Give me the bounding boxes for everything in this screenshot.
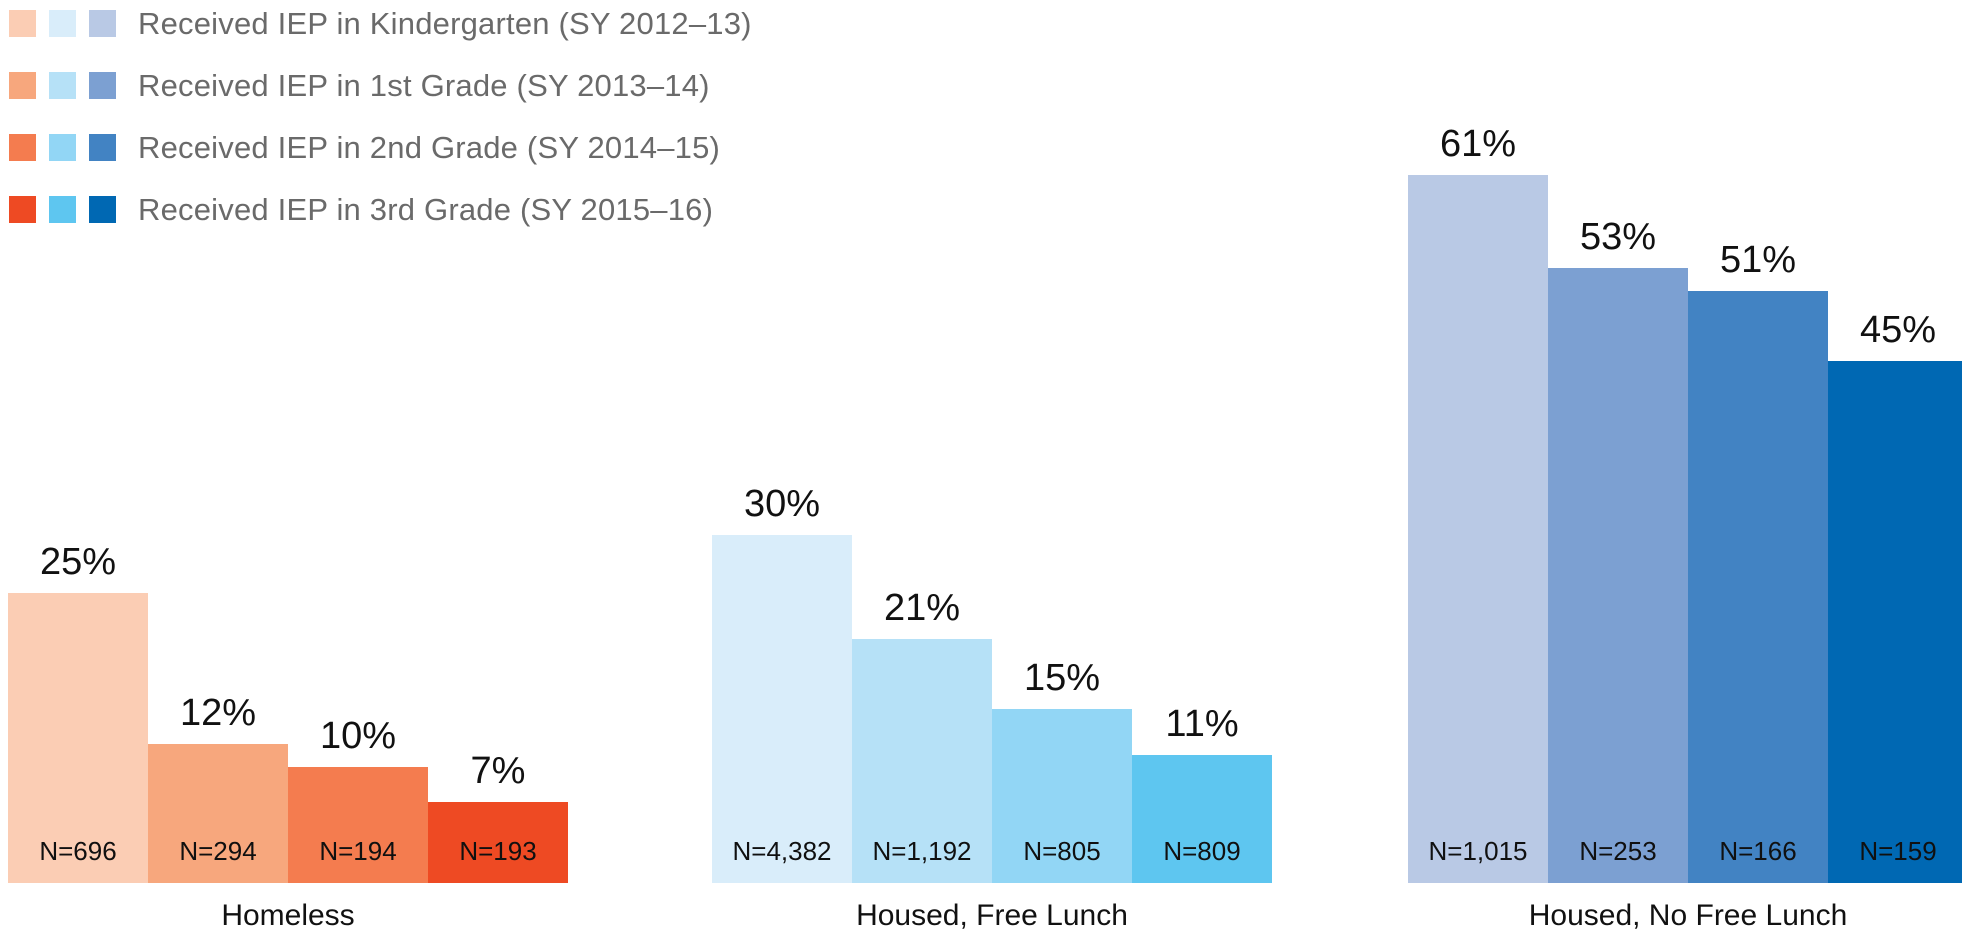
bar-n-label: N=1,192 xyxy=(872,836,972,866)
legend-swatch-icon xyxy=(89,10,116,37)
bar-value-label: 15% xyxy=(1023,657,1101,699)
bar-value-label: 25% xyxy=(39,541,117,583)
bar-n-label: N=193 xyxy=(459,836,537,866)
legend-swatch-icon xyxy=(9,134,36,161)
legend-swatch-icon xyxy=(89,134,116,161)
bar-value-label: 61% xyxy=(1439,123,1517,165)
bar-n-label: N=4,382 xyxy=(732,836,832,866)
bar-value-label: 45% xyxy=(1859,309,1937,351)
bar-value-label: 21% xyxy=(883,587,961,629)
legend-row: Received IEP in 1st Grade (SY 2013–14) xyxy=(9,68,752,103)
legend-row: Received IEP in 3rd Grade (SY 2015–16) xyxy=(9,192,752,227)
bar-group-bars: 30% N=4,382 21% N=1,192 15% N=805 11% N=809 xyxy=(712,25,1272,883)
bar: 10% N=194 xyxy=(288,715,428,883)
bar: 21% N=1,192 xyxy=(852,587,992,883)
legend-swatch-icon xyxy=(89,196,116,223)
legend-label: Received IEP in 1st Grade (SY 2013–14) xyxy=(138,67,710,103)
bar: 51% N=166 xyxy=(1688,239,1828,883)
legend-row: Received IEP in 2nd Grade (SY 2014–15) xyxy=(9,130,752,165)
bar-value-label: 12% xyxy=(179,692,257,734)
legend-label: Received IEP in Kindergarten (SY 2012–13… xyxy=(138,5,752,41)
bar: 30% N=4,382 xyxy=(712,483,852,883)
chart-legend: Received IEP in Kindergarten (SY 2012–13… xyxy=(9,6,752,258)
bar-group: 61% N=1,015 53% N=253 51% N=166 45% N=159 Housed… xyxy=(1408,25,1962,933)
legend-swatch-icon xyxy=(49,10,76,37)
bar-value-label: 53% xyxy=(1579,216,1657,258)
group-label: Housed, No Free Lunch xyxy=(1528,899,1848,932)
bar-value-label: 51% xyxy=(1719,239,1797,281)
bar-n-label: N=696 xyxy=(39,836,117,866)
bar-group-bars: 25% N=696 12% N=294 10% N=194 7% N=193 xyxy=(8,25,568,883)
bar-value-label: 7% xyxy=(470,750,526,792)
bar-n-label: N=294 xyxy=(179,836,257,866)
bar: 7% N=193 xyxy=(428,750,568,883)
bar-value-label: 10% xyxy=(319,715,397,757)
bar-value-label: 11% xyxy=(1165,703,1239,745)
group-label: Homeless xyxy=(221,899,355,932)
bar: 61% N=1,015 xyxy=(1408,123,1548,883)
bar-value-label: 30% xyxy=(743,483,821,525)
legend-swatch-icon xyxy=(9,10,36,37)
legend-swatch-icon xyxy=(9,196,36,223)
bar: 53% N=253 xyxy=(1548,216,1688,883)
bar: 25% N=696 xyxy=(8,541,148,883)
bar-n-label: N=805 xyxy=(1023,836,1101,866)
legend-swatch-icon xyxy=(49,72,76,99)
bar: 12% N=294 xyxy=(148,692,288,883)
legend-row: Received IEP in Kindergarten (SY 2012–13… xyxy=(9,6,752,41)
bar-n-label: N=194 xyxy=(319,836,397,866)
bar-n-label: N=159 xyxy=(1859,836,1937,866)
legend-label: Received IEP in 3rd Grade (SY 2015–16) xyxy=(138,191,714,227)
legend-swatch-icon xyxy=(9,72,36,99)
legend-swatch-icon xyxy=(89,72,116,99)
bar: 15% N=805 xyxy=(992,657,1132,883)
legend-swatch-icon xyxy=(49,196,76,223)
group-label: Housed, Free Lunch xyxy=(856,899,1128,932)
bar-n-label: N=166 xyxy=(1719,836,1797,866)
bar-group: 25% N=696 12% N=294 10% N=194 7% N=193 Homeless xyxy=(8,25,568,933)
bar-n-label: N=809 xyxy=(1163,836,1241,866)
bar: 45% N=159 xyxy=(1828,309,1962,883)
bar: 11% N=809 xyxy=(1132,703,1272,883)
bar-n-label: N=1,015 xyxy=(1428,836,1528,866)
bar-group: 30% N=4,382 21% N=1,192 15% N=805 11% N=809 Hous… xyxy=(712,25,1272,933)
bar-group-bars: 61% N=1,015 53% N=253 51% N=166 45% N=159 xyxy=(1408,25,1962,883)
legend-label: Received IEP in 2nd Grade (SY 2014–15) xyxy=(138,129,721,165)
legend-swatch-icon xyxy=(49,134,76,161)
bar-n-label: N=253 xyxy=(1579,836,1657,866)
